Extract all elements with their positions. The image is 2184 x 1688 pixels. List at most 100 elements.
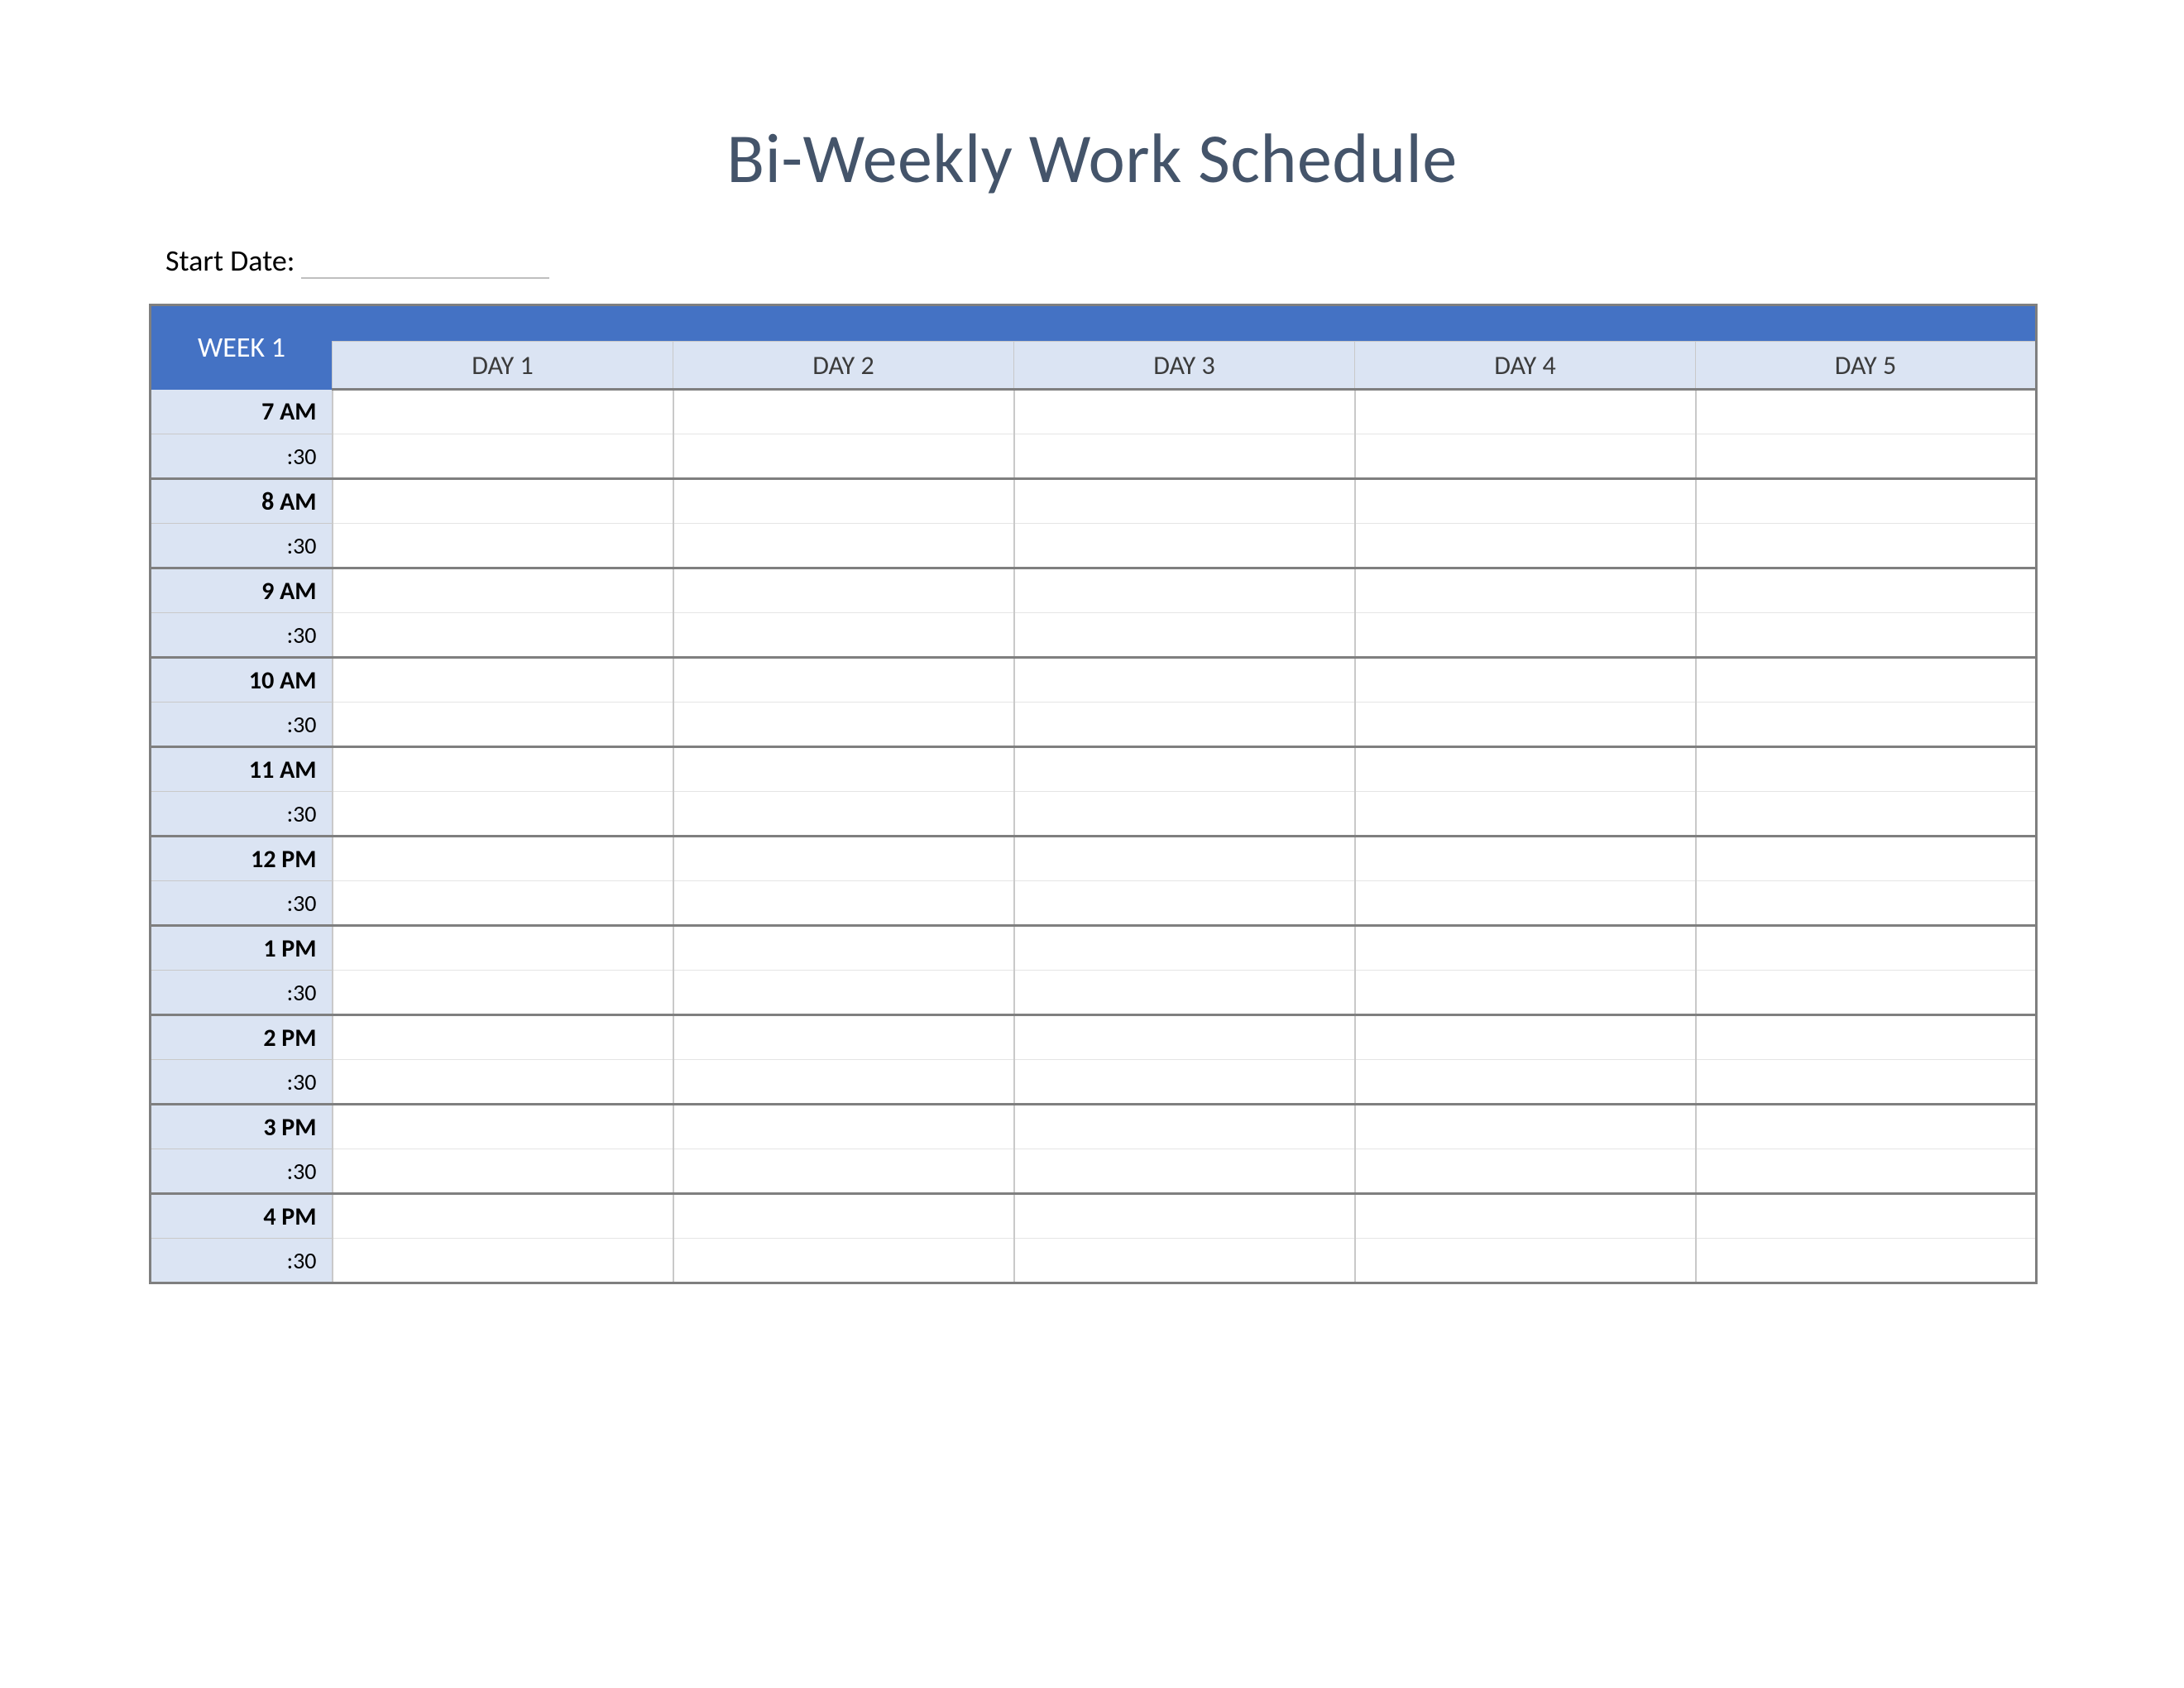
schedule-cell[interactable]: [673, 434, 1014, 479]
schedule-cell[interactable]: [1696, 1105, 2037, 1149]
schedule-cell[interactable]: [1696, 434, 2037, 479]
schedule-cell[interactable]: [673, 1194, 1014, 1239]
schedule-cell[interactable]: [1014, 434, 1355, 479]
schedule-cell[interactable]: [1696, 837, 2037, 881]
schedule-cell[interactable]: [1355, 1194, 1696, 1239]
schedule-cell[interactable]: [1355, 792, 1696, 837]
schedule-cell[interactable]: [673, 1239, 1014, 1283]
schedule-cell[interactable]: [1696, 658, 2037, 703]
schedule-cell[interactable]: [1355, 703, 1696, 747]
schedule-cell[interactable]: [673, 524, 1014, 568]
schedule-cell[interactable]: [1696, 881, 2037, 926]
schedule-cell[interactable]: [1014, 390, 1355, 434]
schedule-cell[interactable]: [333, 434, 673, 479]
schedule-cell[interactable]: [1696, 1015, 2037, 1060]
schedule-cell[interactable]: [673, 1060, 1014, 1105]
schedule-cell[interactable]: [673, 1015, 1014, 1060]
schedule-cell[interactable]: [673, 971, 1014, 1015]
schedule-cell[interactable]: [1696, 613, 2037, 658]
schedule-cell[interactable]: [673, 479, 1014, 524]
schedule-cell[interactable]: [333, 926, 673, 971]
schedule-cell[interactable]: [333, 1239, 673, 1283]
schedule-cell[interactable]: [1355, 1239, 1696, 1283]
schedule-cell[interactable]: [1355, 1060, 1696, 1105]
schedule-cell[interactable]: [673, 926, 1014, 971]
schedule-cell[interactable]: [1014, 479, 1355, 524]
schedule-cell[interactable]: [1014, 658, 1355, 703]
schedule-cell[interactable]: [673, 658, 1014, 703]
schedule-cell[interactable]: [1355, 479, 1696, 524]
schedule-cell[interactable]: [1014, 1060, 1355, 1105]
schedule-cell[interactable]: [1014, 792, 1355, 837]
schedule-cell[interactable]: [333, 1149, 673, 1194]
schedule-cell[interactable]: [1696, 926, 2037, 971]
schedule-cell[interactable]: [1355, 434, 1696, 479]
schedule-cell[interactable]: [333, 881, 673, 926]
schedule-cell[interactable]: [1014, 747, 1355, 792]
schedule-cell[interactable]: [1355, 837, 1696, 881]
schedule-cell[interactable]: [1014, 1239, 1355, 1283]
schedule-cell[interactable]: [1355, 881, 1696, 926]
schedule-cell[interactable]: [673, 747, 1014, 792]
schedule-cell[interactable]: [1696, 971, 2037, 1015]
schedule-cell[interactable]: [1696, 1194, 2037, 1239]
schedule-cell[interactable]: [1355, 658, 1696, 703]
schedule-cell[interactable]: [1355, 613, 1696, 658]
schedule-cell[interactable]: [1355, 747, 1696, 792]
schedule-cell[interactable]: [1696, 747, 2037, 792]
schedule-cell[interactable]: [1696, 390, 2037, 434]
schedule-cell[interactable]: [673, 703, 1014, 747]
schedule-cell[interactable]: [333, 747, 673, 792]
schedule-cell[interactable]: [1696, 1060, 2037, 1105]
schedule-cell[interactable]: [1014, 613, 1355, 658]
schedule-cell[interactable]: [333, 479, 673, 524]
schedule-cell[interactable]: [333, 390, 673, 434]
schedule-cell[interactable]: [1014, 837, 1355, 881]
schedule-cell[interactable]: [333, 703, 673, 747]
schedule-cell[interactable]: [1696, 568, 2037, 613]
schedule-cell[interactable]: [673, 568, 1014, 613]
schedule-cell[interactable]: [333, 613, 673, 658]
schedule-cell[interactable]: [673, 792, 1014, 837]
schedule-cell[interactable]: [1696, 1239, 2037, 1283]
schedule-cell[interactable]: [333, 568, 673, 613]
schedule-cell[interactable]: [1696, 792, 2037, 837]
schedule-cell[interactable]: [1014, 568, 1355, 613]
schedule-cell[interactable]: [1355, 568, 1696, 613]
schedule-cell[interactable]: [333, 1015, 673, 1060]
schedule-cell[interactable]: [333, 658, 673, 703]
schedule-cell[interactable]: [1014, 1194, 1355, 1239]
schedule-cell[interactable]: [1014, 971, 1355, 1015]
schedule-cell[interactable]: [1014, 1149, 1355, 1194]
schedule-cell[interactable]: [1355, 1105, 1696, 1149]
schedule-cell[interactable]: [1014, 1015, 1355, 1060]
schedule-cell[interactable]: [1696, 479, 2037, 524]
schedule-cell[interactable]: [333, 837, 673, 881]
schedule-cell[interactable]: [1696, 703, 2037, 747]
schedule-cell[interactable]: [1014, 881, 1355, 926]
schedule-cell[interactable]: [673, 1105, 1014, 1149]
schedule-cell[interactable]: [673, 613, 1014, 658]
schedule-cell[interactable]: [1355, 1015, 1696, 1060]
schedule-cell[interactable]: [1696, 1149, 2037, 1194]
schedule-cell[interactable]: [1355, 390, 1696, 434]
schedule-cell[interactable]: [673, 837, 1014, 881]
schedule-cell[interactable]: [333, 792, 673, 837]
schedule-cell[interactable]: [333, 524, 673, 568]
schedule-cell[interactable]: [673, 881, 1014, 926]
schedule-cell[interactable]: [333, 1194, 673, 1239]
schedule-cell[interactable]: [1355, 971, 1696, 1015]
schedule-cell[interactable]: [1014, 926, 1355, 971]
start-date-input-line[interactable]: [301, 249, 549, 279]
schedule-cell[interactable]: [1696, 524, 2037, 568]
schedule-cell[interactable]: [333, 1060, 673, 1105]
schedule-cell[interactable]: [1355, 926, 1696, 971]
schedule-cell[interactable]: [1014, 703, 1355, 747]
schedule-cell[interactable]: [333, 1105, 673, 1149]
schedule-cell[interactable]: [1355, 1149, 1696, 1194]
schedule-cell[interactable]: [673, 1149, 1014, 1194]
schedule-cell[interactable]: [1014, 524, 1355, 568]
schedule-cell[interactable]: [1014, 1105, 1355, 1149]
schedule-cell[interactable]: [333, 971, 673, 1015]
schedule-cell[interactable]: [673, 390, 1014, 434]
